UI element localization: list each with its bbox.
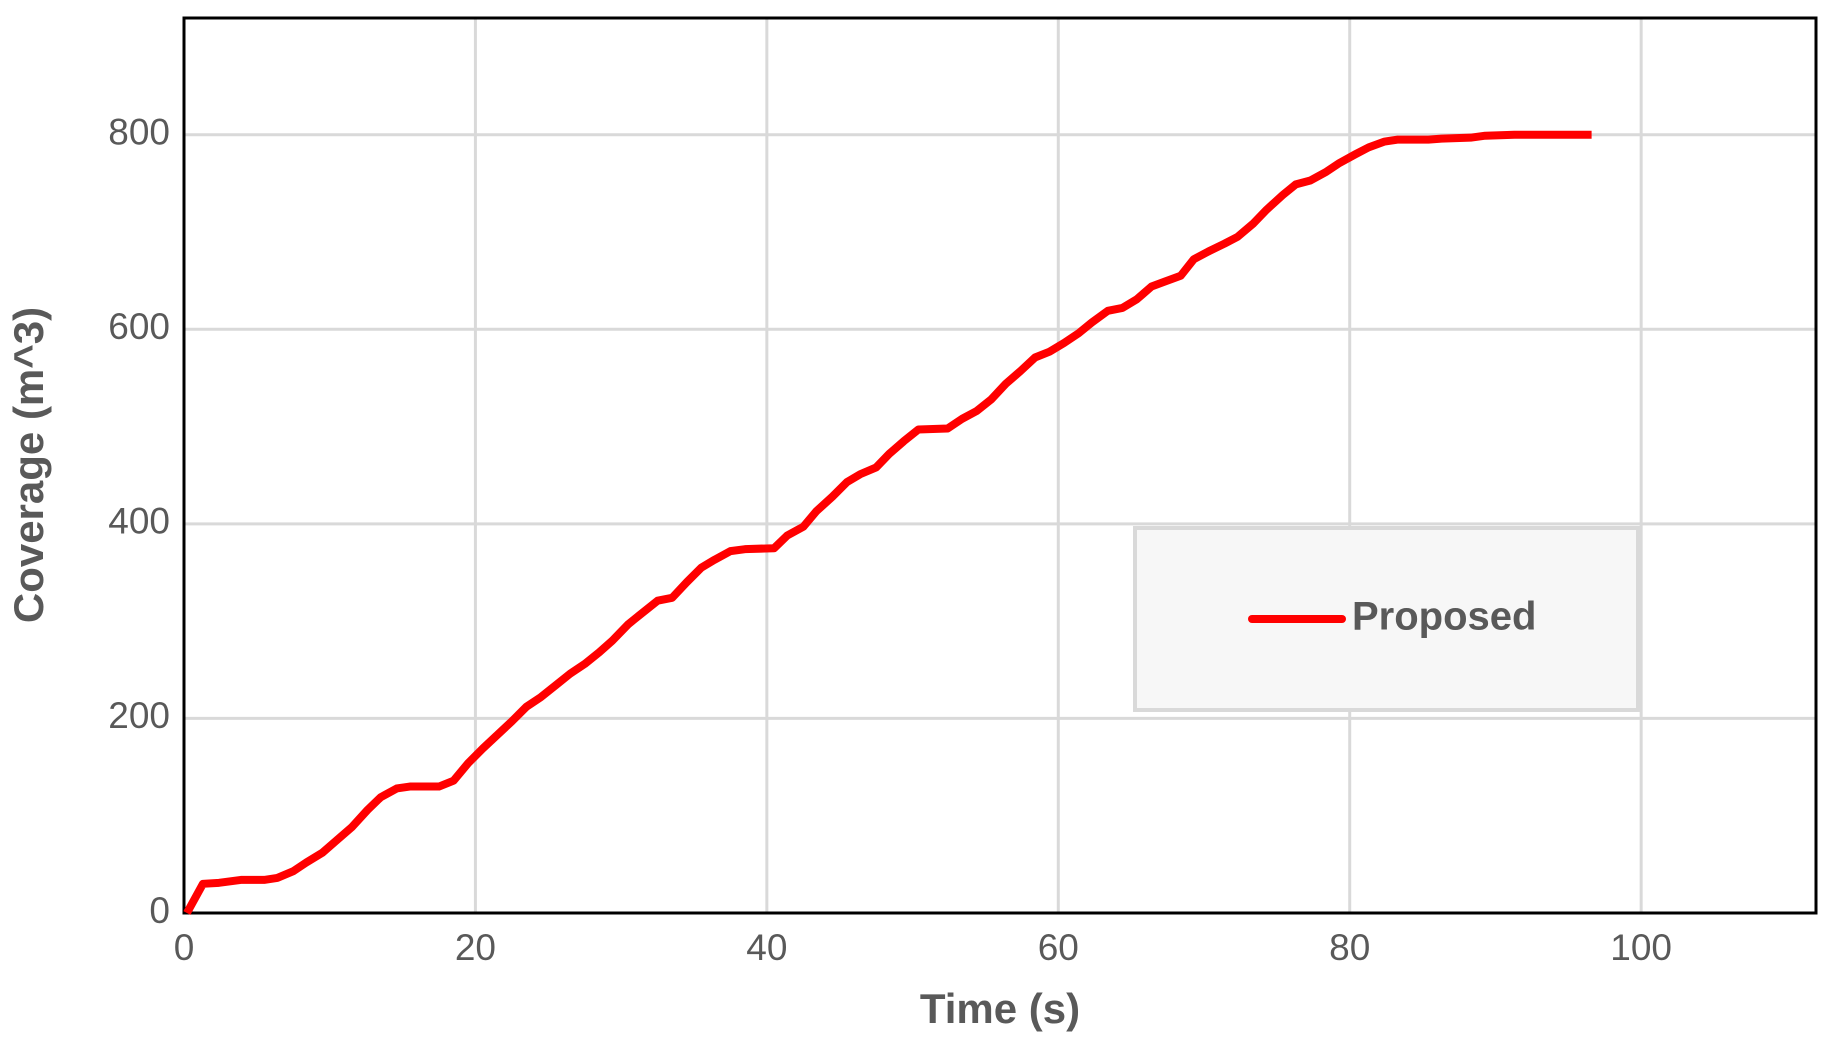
x-tick-label: 100 (1610, 927, 1672, 968)
x-tick-label: 40 (746, 927, 787, 968)
x-tick-label: 60 (1038, 927, 1079, 968)
y-tick-label: 600 (108, 306, 170, 347)
legend-label: Proposed (1352, 595, 1536, 639)
y-axis-label: Coverage (m^3) (5, 307, 52, 623)
plot-frame (182, 16, 1818, 915)
x-tick-label: 0 (174, 927, 195, 968)
x-tick-label: 80 (1329, 927, 1370, 968)
y-tick-label: 200 (108, 695, 170, 736)
y-tick-label: 800 (108, 112, 170, 153)
x-tick-label: 20 (455, 927, 496, 968)
legend-box (1133, 526, 1640, 712)
x-axis-label: Time (s) (920, 985, 1080, 1032)
y-tick-label: 400 (108, 501, 170, 542)
data-line (183, 130, 1592, 915)
y-tick-label: 0 (149, 890, 170, 931)
